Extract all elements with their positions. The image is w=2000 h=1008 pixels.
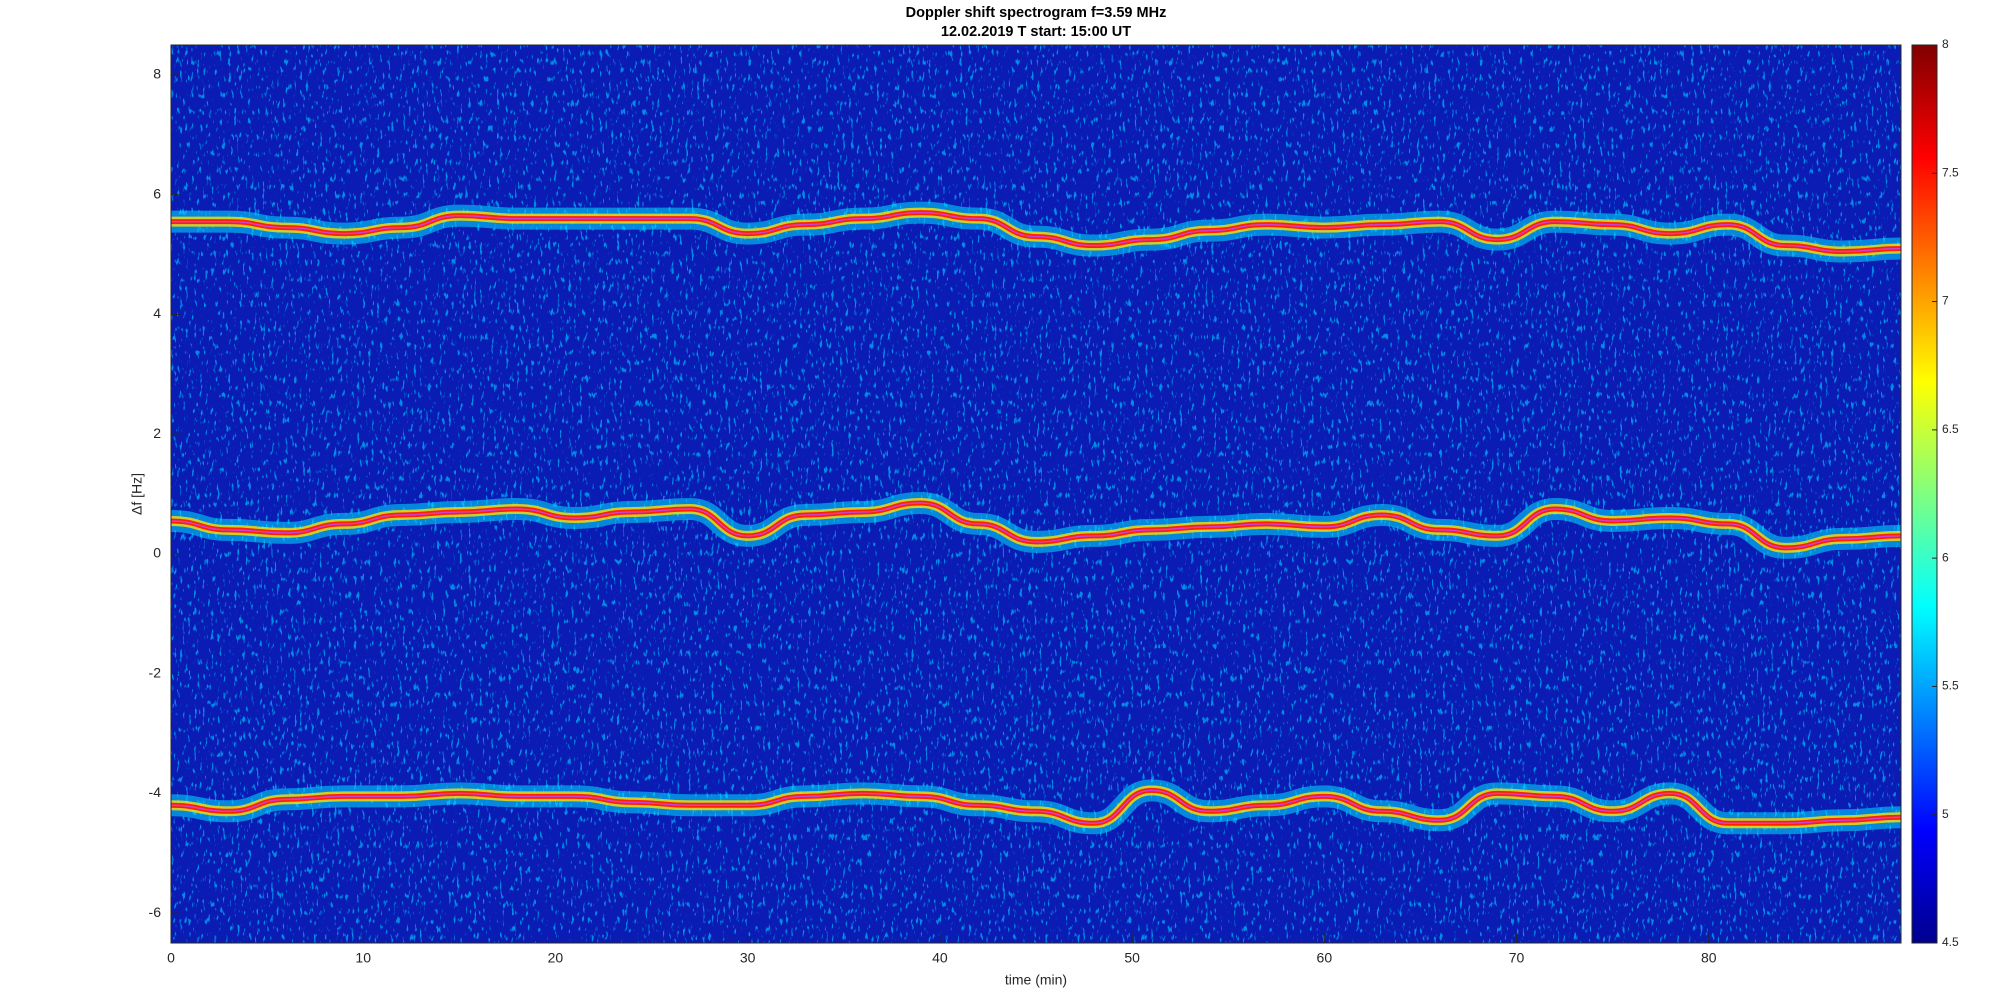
x-tick-label: 60 bbox=[1317, 950, 1333, 966]
y-tick-label: -6 bbox=[149, 904, 162, 920]
colorbar-tick-label: 4.5 bbox=[1942, 935, 1959, 949]
trace-line bbox=[171, 502, 1901, 549]
x-tick-label: 40 bbox=[932, 950, 948, 966]
x-tick-label: 10 bbox=[355, 950, 371, 966]
colorbar-tick-label: 8 bbox=[1942, 37, 1949, 51]
x-tick-label: 50 bbox=[1124, 950, 1140, 966]
colorbar-tick-label: 5 bbox=[1942, 807, 1949, 821]
y-tick-label: 8 bbox=[153, 66, 161, 82]
trace-line bbox=[171, 789, 1901, 825]
y-tick-label: -4 bbox=[149, 784, 162, 800]
x-tick-label: 80 bbox=[1701, 950, 1717, 966]
chart-subtitle: 12.02.2019 T start: 15:00 UT bbox=[941, 24, 1131, 40]
x-axis-label: time (min) bbox=[1005, 972, 1067, 988]
chart-title: Doppler shift spectrogram f=3.59 MHz bbox=[906, 5, 1167, 21]
y-tick-label: 4 bbox=[153, 305, 161, 321]
colorbar-tick-label: 5.5 bbox=[1942, 679, 1959, 693]
x-tick-label: 30 bbox=[740, 950, 756, 966]
colorbar-tick-label: 7 bbox=[1942, 294, 1949, 308]
y-tick-label: 2 bbox=[153, 425, 161, 441]
x-tick-label: 0 bbox=[167, 950, 175, 966]
y-tick-label: 0 bbox=[153, 545, 161, 561]
colorbar bbox=[1911, 44, 1938, 944]
x-tick-label: 70 bbox=[1509, 950, 1525, 966]
y-tick-label: 6 bbox=[153, 185, 161, 201]
y-axis-label: Δf [Hz] bbox=[129, 473, 145, 515]
y-tick-label: -2 bbox=[149, 664, 162, 680]
trace-line bbox=[171, 211, 1901, 253]
colorbar-tick-label: 6.5 bbox=[1942, 422, 1959, 436]
traces bbox=[171, 201, 1901, 835]
plot-frame bbox=[170, 44, 1902, 944]
x-tick-label: 20 bbox=[548, 950, 564, 966]
colorbar-tick-label: 6 bbox=[1942, 550, 1949, 564]
colorbar-tick-label: 7.5 bbox=[1942, 165, 1959, 179]
